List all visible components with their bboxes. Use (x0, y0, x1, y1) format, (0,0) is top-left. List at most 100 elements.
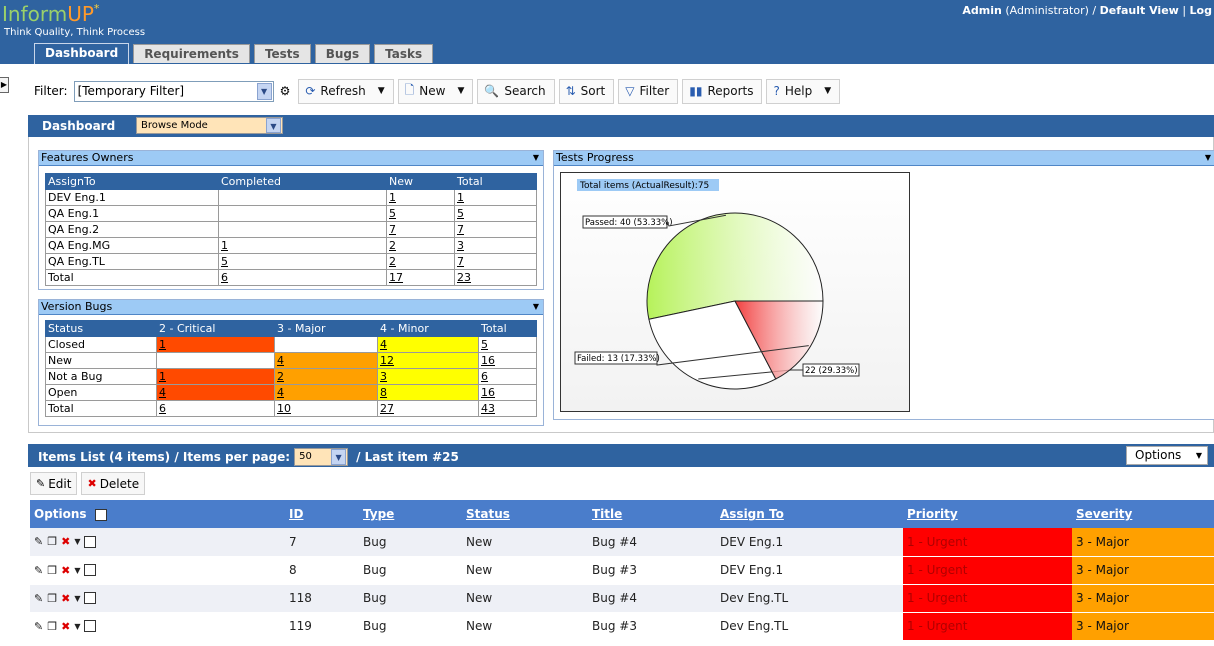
copy-icon[interactable]: ❐ (47, 591, 58, 605)
delete-icon[interactable]: ✖ (61, 619, 71, 633)
table-row[interactable]: ✎ ❐ ✖ ▼ 119 Bug New Bug #3 Dev Eng.TL 1 - Urgent 3… (30, 612, 1214, 641)
table-row[interactable]: ✎ ❐ ✖ ▼ 8 Bug New Bug #3 DEV Eng.1 1 - Urgent 3 - … (30, 556, 1214, 585)
collapse-icon[interactable]: ▼ (532, 153, 539, 162)
cell-link[interactable]: 3 (457, 239, 464, 252)
help-button[interactable]: ? Help ▼ (766, 78, 841, 104)
sort-by-assign-to[interactable]: Assign To (720, 507, 784, 521)
cell-link[interactable]: 7 (389, 223, 396, 236)
pie-slice[interactable] (734, 300, 824, 380)
cell-link[interactable]: 2 (389, 239, 396, 252)
chevron-down-icon[interactable]: ▼ (377, 86, 385, 96)
per-page-select[interactable]: 50 ▼ (294, 448, 349, 466)
tab-tests[interactable]: Tests (253, 44, 311, 63)
cell-link[interactable]: 5 (457, 207, 464, 220)
edit-button[interactable]: ✎ Edit (30, 472, 78, 495)
collapse-icon[interactable]: ▼ (1204, 153, 1211, 162)
cell-link[interactable]: 7 (457, 223, 464, 236)
pie-slice[interactable] (648, 300, 777, 390)
cell-link[interactable]: 6 (221, 271, 228, 284)
mode-select[interactable]: Browse Mode ▼ (136, 117, 283, 134)
cell-link[interactable]: 1 (457, 191, 464, 204)
cell-link[interactable]: 16 (481, 354, 495, 367)
row-checkbox[interactable] (84, 535, 97, 548)
tab-requirements[interactable]: Requirements (133, 44, 250, 63)
delete-icon[interactable]: ✖ (61, 591, 71, 605)
filter-select[interactable]: [Temporary Filter] ▼ (73, 80, 274, 102)
filter-button[interactable]: ▽ Filter (618, 78, 679, 104)
tab-tasks[interactable]: Tasks (374, 44, 434, 63)
cell-link[interactable]: 1 (159, 370, 166, 383)
filter-settings-icon[interactable]: ⚙ (279, 84, 291, 98)
sort-by-severity[interactable]: Severity (1076, 507, 1133, 521)
sort-button[interactable]: ⇅ Sort (558, 78, 615, 104)
chevron-down-icon[interactable]: ▼ (457, 86, 465, 96)
select-all-checkbox[interactable] (94, 508, 107, 521)
row-checkbox[interactable] (84, 620, 97, 632)
edit-icon[interactable]: ✎ (34, 563, 44, 577)
tab-bugs[interactable]: Bugs (314, 44, 371, 63)
cell-link[interactable]: 4 (277, 386, 284, 399)
options-button[interactable]: Options ▼ (1126, 446, 1208, 465)
sort-by-id[interactable]: ID (289, 507, 304, 521)
delete-icon[interactable]: ✖ (61, 563, 71, 577)
search-button[interactable]: 🔍 Search (477, 78, 555, 104)
copy-icon[interactable]: ❐ (47, 563, 58, 577)
cell-link[interactable]: 4 (380, 338, 387, 351)
cell-link[interactable]: 16 (481, 386, 495, 399)
cell-link[interactable]: 23 (457, 271, 471, 284)
cell-link[interactable]: 5 (481, 338, 488, 351)
chevron-down-icon[interactable]: ▼ (1195, 451, 1202, 460)
chevron-down-icon[interactable]: ▼ (74, 537, 81, 547)
delete-icon[interactable]: ✖ (61, 535, 71, 549)
tab-dashboard[interactable]: Dashboard (34, 43, 130, 64)
pie-slice[interactable] (646, 212, 824, 320)
chevron-down-icon[interactable]: ▼ (266, 118, 281, 133)
sort-by-type[interactable]: Type (363, 507, 395, 521)
reports-button[interactable]: ▮▮ Reports (682, 78, 763, 104)
logout-link[interactable]: Log (1189, 4, 1212, 17)
view-link[interactable]: Default View (1099, 4, 1179, 17)
cell-link[interactable]: 5 (389, 207, 396, 220)
sort-by-title[interactable]: Title (592, 507, 623, 521)
chevron-down-icon[interactable]: ▼ (331, 449, 347, 465)
cell-link[interactable]: 10 (277, 402, 291, 415)
cell-link[interactable]: 27 (380, 402, 394, 415)
cell-link[interactable]: 17 (389, 271, 403, 284)
collapse-icon[interactable]: ▼ (532, 302, 539, 311)
cell-link[interactable]: 1 (221, 239, 228, 252)
row-checkbox[interactable] (84, 592, 97, 604)
cell-link[interactable]: 2 (389, 255, 396, 268)
refresh-button[interactable]: ⟳ Refresh ▼ (298, 78, 394, 104)
cell-link[interactable]: 12 (380, 354, 394, 367)
delete-button[interactable]: ✖ Delete (81, 472, 146, 495)
cell-link[interactable]: 5 (221, 255, 228, 268)
cell-link[interactable]: 6 (481, 370, 488, 383)
chevron-down-icon[interactable]: ▼ (74, 621, 81, 631)
sort-by-status[interactable]: Status (466, 507, 510, 521)
cell-link[interactable]: 1 (389, 191, 396, 204)
row-checkbox[interactable] (84, 564, 97, 576)
edit-icon[interactable]: ✎ (34, 619, 44, 633)
chevron-down-icon[interactable]: ▼ (256, 82, 272, 100)
cell-link[interactable]: 8 (380, 386, 387, 399)
sort-by-priority[interactable]: Priority (907, 507, 958, 521)
copy-icon[interactable]: ❐ (47, 619, 58, 633)
chevron-down-icon[interactable]: ▼ (824, 86, 832, 96)
cell-link[interactable]: 43 (481, 402, 495, 415)
cell-link[interactable]: 4 (159, 386, 166, 399)
table-row[interactable]: ✎ ❐ ✖ ▼ 118 Bug New Bug #4 Dev Eng.TL 1 - Urgent 3… (30, 584, 1214, 613)
table-row[interactable]: ✎ ❐ ✖ ▼ 7 Bug New Bug #4 DEV Eng.1 1 - Urgent 3 - … (30, 528, 1214, 557)
cell-link[interactable]: 4 (277, 354, 284, 367)
cell-link[interactable]: 2 (277, 370, 284, 383)
new-button[interactable]: 🗋 New ▼ (397, 78, 474, 104)
chevron-down-icon[interactable]: ▼ (74, 565, 81, 575)
chevron-down-icon[interactable]: ▼ (74, 593, 81, 603)
cell-link[interactable]: 3 (380, 370, 387, 383)
cell-link[interactable]: 6 (159, 402, 166, 415)
cell-link[interactable]: 1 (159, 338, 166, 351)
cell-link[interactable]: 7 (457, 255, 464, 268)
edit-icon[interactable]: ✎ (34, 535, 44, 549)
edit-icon[interactable]: ✎ (34, 591, 44, 605)
sidebar-toggle-icon[interactable]: ▶ (0, 77, 9, 93)
copy-icon[interactable]: ❐ (47, 535, 58, 549)
